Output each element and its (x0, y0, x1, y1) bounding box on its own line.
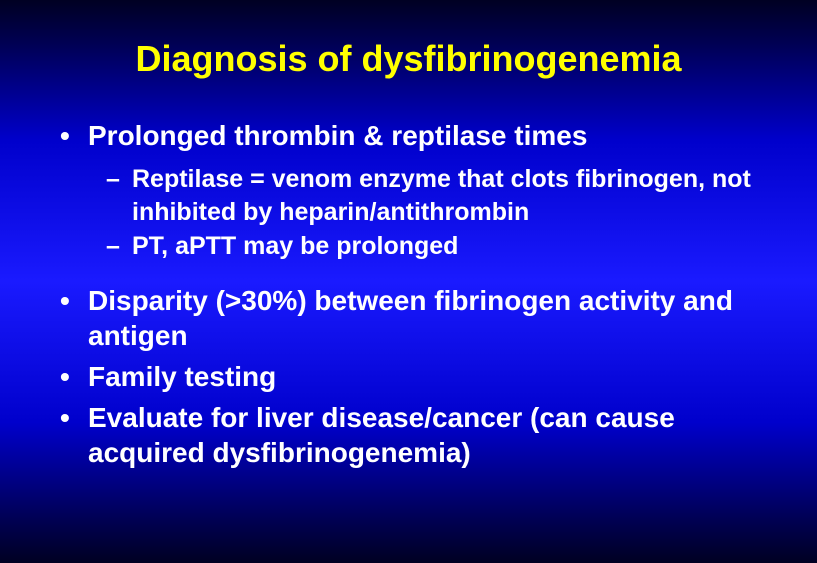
bullet-text: Prolonged thrombin & reptilase times (88, 120, 587, 151)
slide-container: Diagnosis of dysfibrinogenemia Prolonged… (0, 0, 817, 563)
slide-title: Diagnosis of dysfibrinogenemia (50, 38, 767, 80)
sub-bullet-item: Reptilase = venom enzyme that clots fibr… (88, 163, 767, 228)
bullet-item: Family testing (50, 359, 767, 394)
bullet-list-level1: Prolonged thrombin & reptilase times Rep… (50, 118, 767, 470)
bullet-item: Evaluate for liver disease/cancer (can c… (50, 400, 767, 470)
bullet-item: Prolonged thrombin & reptilase times Rep… (50, 118, 767, 263)
sub-bullet-item: PT, aPTT may be prolonged (88, 230, 767, 263)
bullet-list-level2: Reptilase = venom enzyme that clots fibr… (88, 163, 767, 263)
bullet-item: Disparity (>30%) between fibrinogen acti… (50, 283, 767, 353)
